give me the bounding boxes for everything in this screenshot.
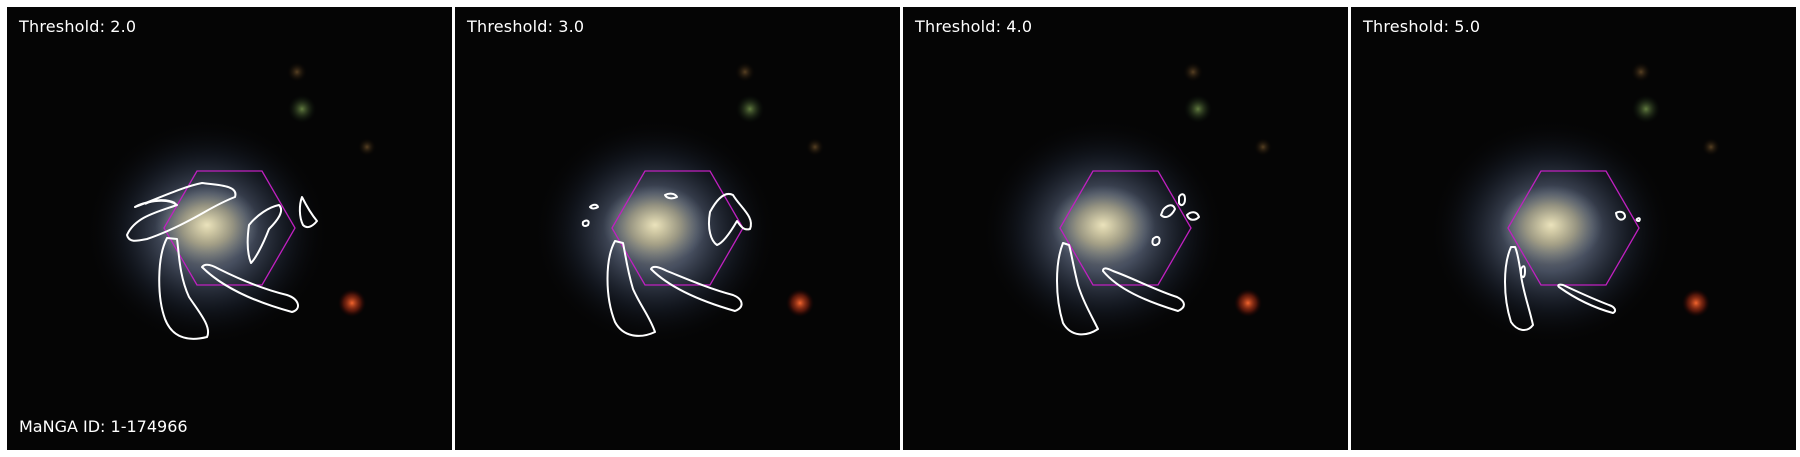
galaxy-image: [87, 62, 376, 344]
threshold-label: Threshold: 2.0: [19, 17, 137, 36]
panel-threshold-2: Threshold: 3.0: [455, 7, 900, 450]
manga-id-label: MaNGA ID: 1-174966: [19, 417, 188, 436]
threshold-label: Threshold: 3.0: [467, 17, 585, 36]
galaxy-image: [1431, 62, 1720, 344]
threshold-label: Threshold: 5.0: [1363, 17, 1481, 36]
contours: [1504, 210, 1641, 331]
ifu-hexagon: [1059, 170, 1192, 286]
contours: [581, 192, 752, 337]
galaxy-image: [535, 62, 824, 344]
panel-threshold-1: Threshold: 2.0 MaNGA ID: 1-174966: [7, 7, 452, 450]
galaxy-image: [983, 62, 1272, 344]
ifu-hexagon: [611, 170, 744, 286]
ifu-hexagon: [1507, 170, 1640, 286]
contours: [126, 182, 318, 340]
ifu-hexagon: [163, 170, 296, 286]
contours: [1056, 193, 1200, 336]
panel-threshold-3: Threshold: 4.0: [903, 7, 1348, 450]
threshold-label: Threshold: 4.0: [915, 17, 1033, 36]
panel-threshold-4: Threshold: 5.0: [1351, 7, 1796, 450]
